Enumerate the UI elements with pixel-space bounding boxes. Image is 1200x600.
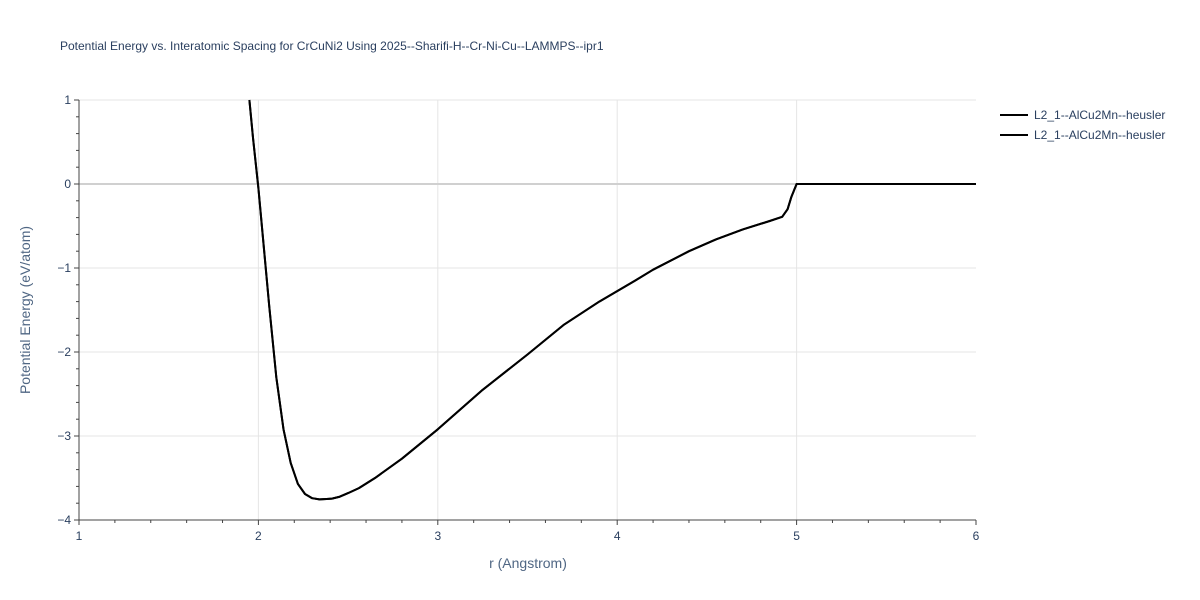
grid [79, 99, 976, 521]
x-tick-label: 1 [76, 529, 83, 543]
axes [78, 100, 976, 521]
y-axis-label: Potential Energy (eV/atom) [17, 226, 33, 394]
legend-label: L2_1--AlCu2Mn--heusler [1034, 108, 1165, 122]
x-tick-label: 6 [973, 529, 980, 543]
x-ticks: 1 2 3 4 5 6 [76, 520, 980, 543]
y-ticks: 1 0 −1 −2 −3 −4 [57, 93, 79, 527]
legend: L2_1--AlCu2Mn--heusler L2_1--AlCu2Mn--heu… [1000, 108, 1165, 142]
y-tick-label: −4 [57, 513, 71, 527]
series-layer [248, 99, 976, 501]
y-tick-label: −1 [57, 261, 71, 275]
chart-title: Potential Energy vs. Interatomic Spacing… [60, 39, 604, 53]
series-line-1 [248, 99, 976, 501]
x-axis-label: r (Angstrom) [489, 555, 567, 571]
series-line-2 [248, 99, 976, 501]
y-tick-label: −3 [57, 429, 71, 443]
legend-label: L2_1--AlCu2Mn--heusler [1034, 128, 1165, 142]
x-tick-label: 4 [614, 529, 621, 543]
y-tick-label: −2 [57, 345, 71, 359]
x-tick-label: 2 [255, 529, 262, 543]
x-tick-label: 5 [793, 529, 800, 543]
y-tick-label: 1 [64, 93, 71, 107]
x-tick-label: 3 [434, 529, 441, 543]
y-tick-label: 0 [64, 177, 71, 191]
